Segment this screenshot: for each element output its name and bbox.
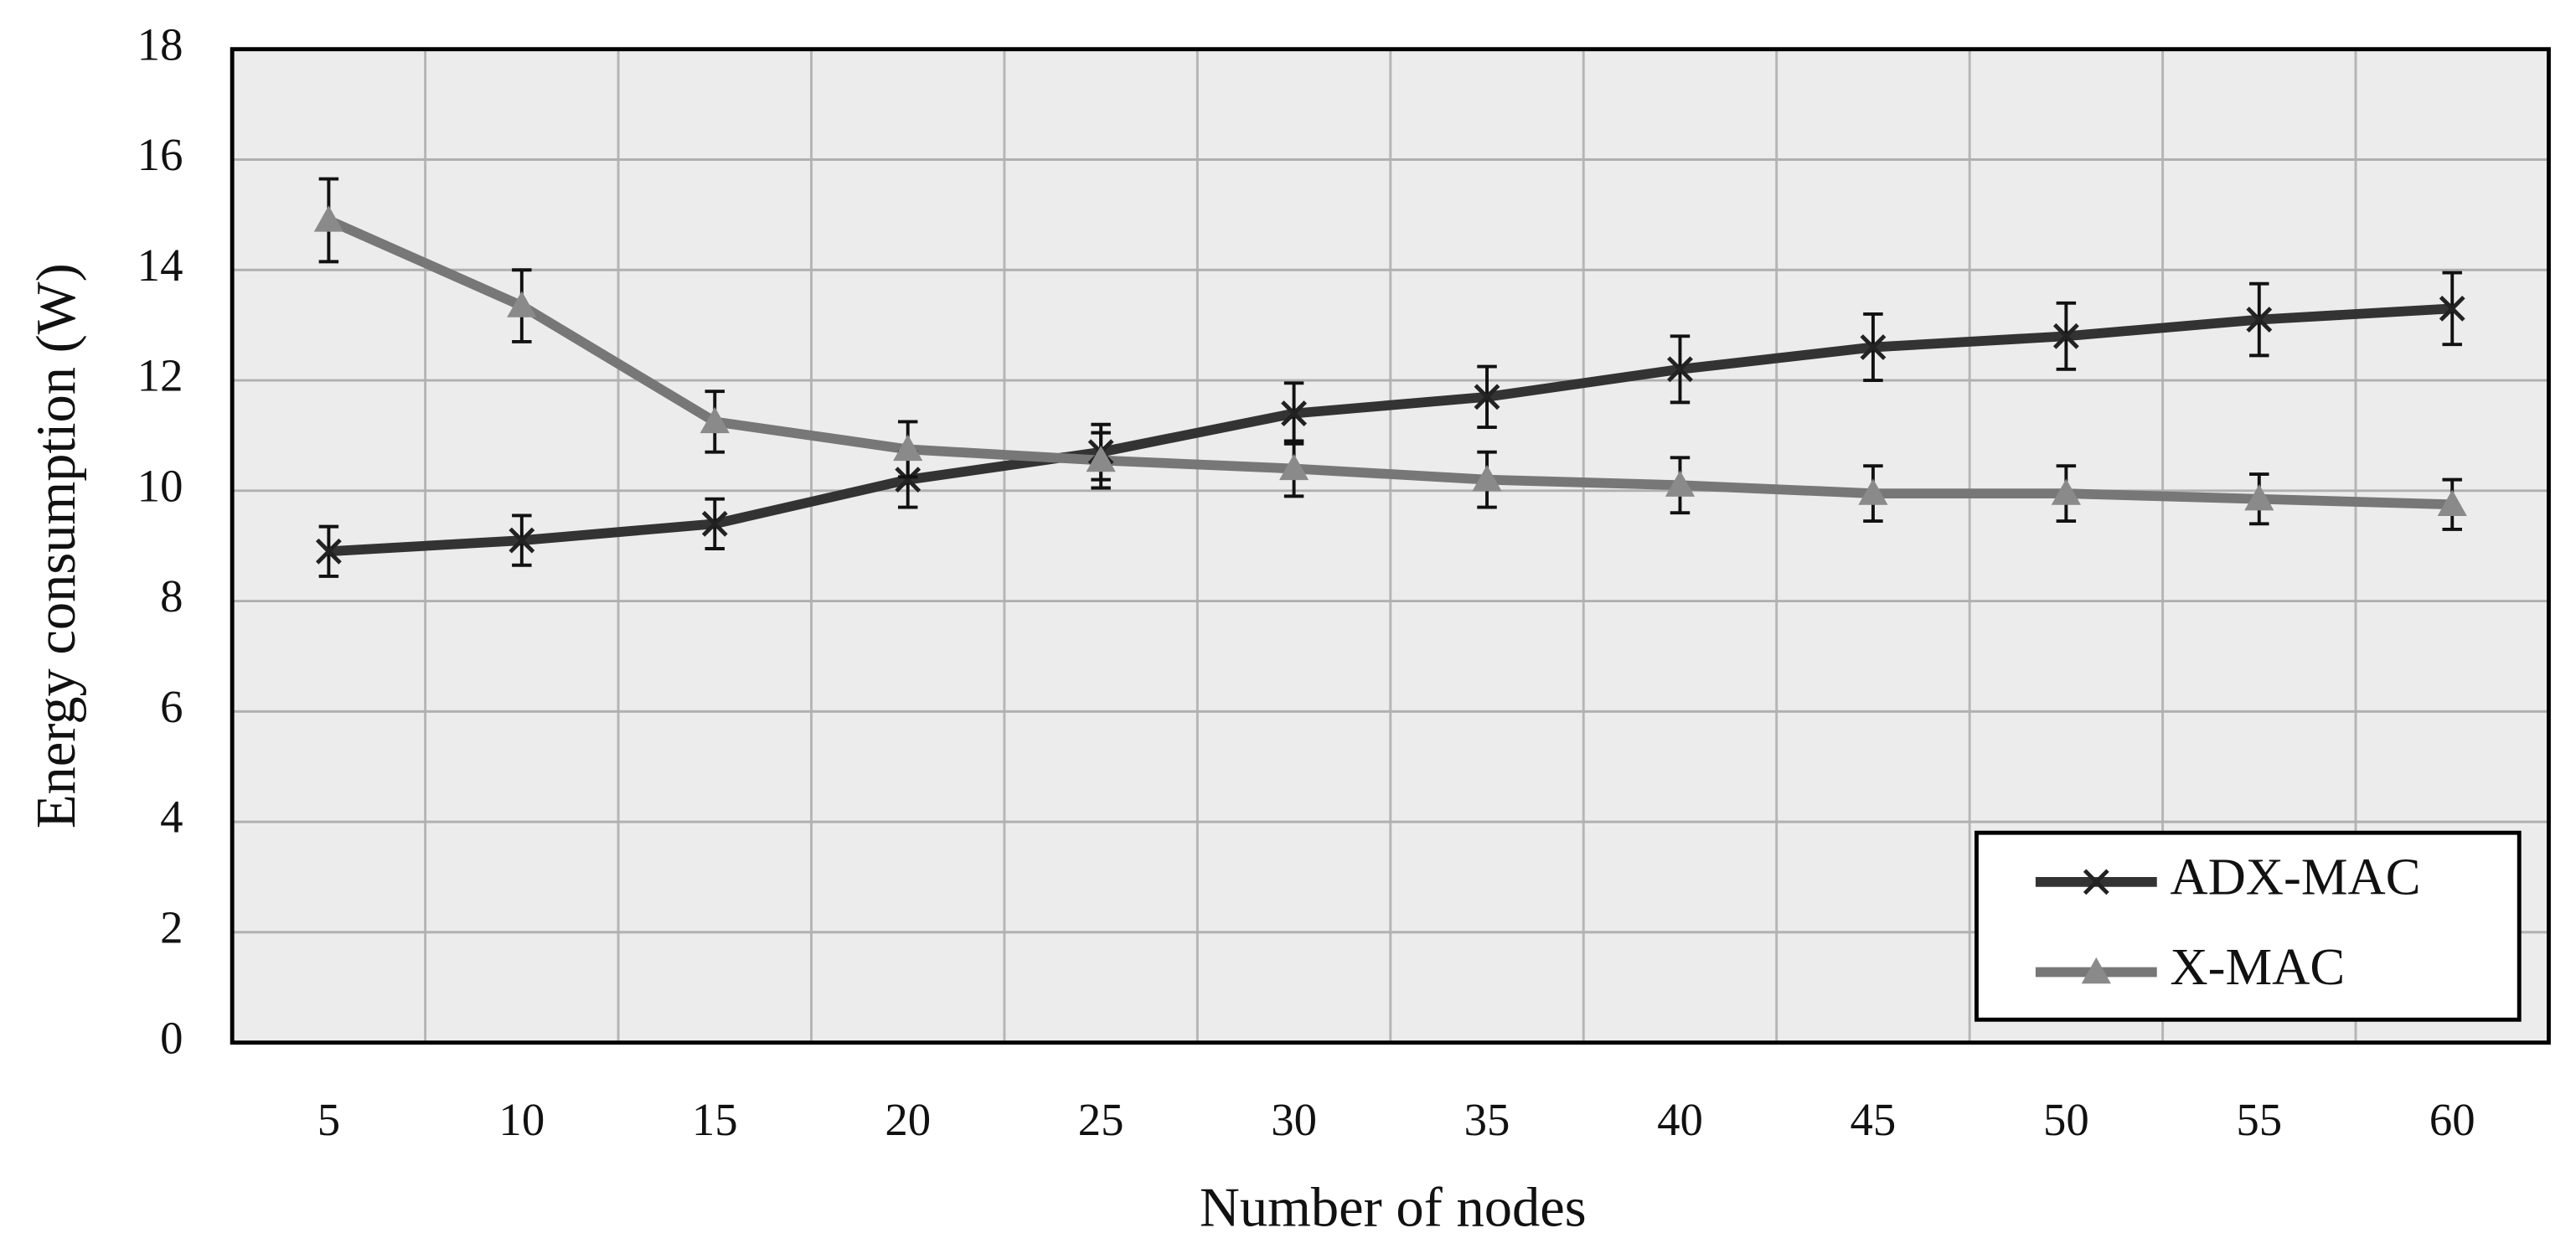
x-tick-label: 15 [692, 1094, 738, 1145]
marker [1472, 465, 1502, 492]
y-tick-label: 10 [137, 460, 183, 511]
marker [507, 291, 537, 317]
x-tick-label: 20 [885, 1094, 931, 1145]
legend-box [1975, 830, 2522, 1022]
x-tick-label: 25 [1078, 1094, 1124, 1145]
marker [1278, 453, 1309, 481]
marker [1858, 478, 1888, 505]
legend-label: ADX-MAC [2170, 847, 2420, 906]
marker [701, 510, 728, 537]
marker [315, 538, 342, 565]
marker [2244, 484, 2274, 511]
legend: ADX-MAC X-MAC [1975, 830, 2522, 1022]
marker [508, 527, 535, 554]
y-tick-label: 12 [137, 350, 183, 401]
x-tick-label: 55 [2236, 1094, 2282, 1145]
marker [2439, 295, 2465, 322]
x-axis-title: Number of nodes [1200, 1177, 1587, 1238]
y-tick-label: 4 [160, 792, 183, 843]
marker [1665, 470, 1696, 497]
series-line [327, 215, 2453, 510]
y-tick-label: 18 [137, 18, 183, 70]
legend-marker-shape [2083, 869, 2109, 895]
x-tick-label: 30 [1271, 1094, 1317, 1145]
x-tick-label: 35 [1464, 1094, 1510, 1145]
x-tick-label: 60 [2429, 1094, 2475, 1145]
legend-marker [2083, 869, 2109, 895]
y-tick-label: 0 [160, 1012, 183, 1063]
marker [1281, 400, 1308, 426]
series-line [328, 303, 2453, 557]
marker [1860, 334, 1887, 360]
y-tick-label: 14 [137, 240, 183, 291]
x-tick-label: 50 [2043, 1094, 2089, 1145]
legend-marker [2081, 957, 2111, 984]
legend-label: X-MAC [2170, 937, 2345, 996]
marker [2052, 322, 2079, 349]
x-tick-label: 10 [498, 1094, 545, 1145]
x-tick-label: 5 [317, 1094, 340, 1145]
y-axis-title: Energy consumption (W) [26, 263, 87, 828]
marker [1086, 445, 1116, 472]
marker [1667, 356, 1693, 383]
x-tick-label: 40 [1657, 1094, 1703, 1145]
y-tick-label: 2 [160, 901, 183, 952]
x-tick-label: 45 [1851, 1094, 1897, 1145]
y-tick-label: 6 [160, 681, 183, 732]
marker [1474, 384, 1500, 410]
marker [895, 467, 921, 493]
marker [313, 205, 344, 232]
plot-border [230, 47, 2551, 1045]
y-tick-label: 8 [160, 570, 183, 622]
marker [893, 434, 923, 462]
marker [2437, 489, 2467, 516]
legend-marker-shape [2081, 957, 2111, 984]
marker [2246, 307, 2273, 333]
y-tick-label: 16 [137, 129, 183, 180]
marker [699, 406, 730, 434]
marker [2051, 478, 2081, 505]
